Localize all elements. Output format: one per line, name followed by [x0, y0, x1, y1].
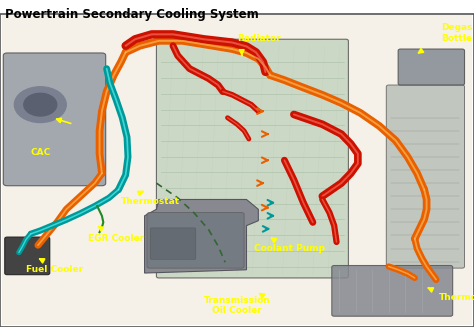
Polygon shape	[145, 199, 258, 273]
Circle shape	[14, 87, 66, 123]
Text: Fuel Cooler: Fuel Cooler	[26, 265, 83, 274]
FancyBboxPatch shape	[398, 49, 465, 85]
FancyBboxPatch shape	[156, 39, 348, 278]
FancyBboxPatch shape	[147, 213, 244, 268]
Text: Degas
Bottle: Degas Bottle	[441, 23, 472, 43]
FancyBboxPatch shape	[2, 15, 472, 325]
Text: Transmission
Oil Cooler: Transmission Oil Cooler	[204, 296, 270, 316]
FancyBboxPatch shape	[386, 85, 465, 268]
Circle shape	[24, 93, 57, 116]
FancyBboxPatch shape	[3, 53, 106, 186]
Text: CAC: CAC	[31, 147, 51, 157]
Text: Thermostat: Thermostat	[121, 197, 180, 206]
Text: Radiator: Radiator	[237, 33, 281, 43]
FancyBboxPatch shape	[150, 228, 196, 259]
FancyBboxPatch shape	[0, 14, 474, 327]
FancyBboxPatch shape	[5, 237, 50, 275]
FancyBboxPatch shape	[332, 266, 453, 316]
Text: Coolant Pump: Coolant Pump	[254, 244, 325, 253]
Text: Thermostat: Thermostat	[438, 293, 474, 302]
Text: EGR Cooler: EGR Cooler	[88, 234, 144, 243]
Text: Powertrain Secondary Cooling System: Powertrain Secondary Cooling System	[5, 8, 258, 21]
